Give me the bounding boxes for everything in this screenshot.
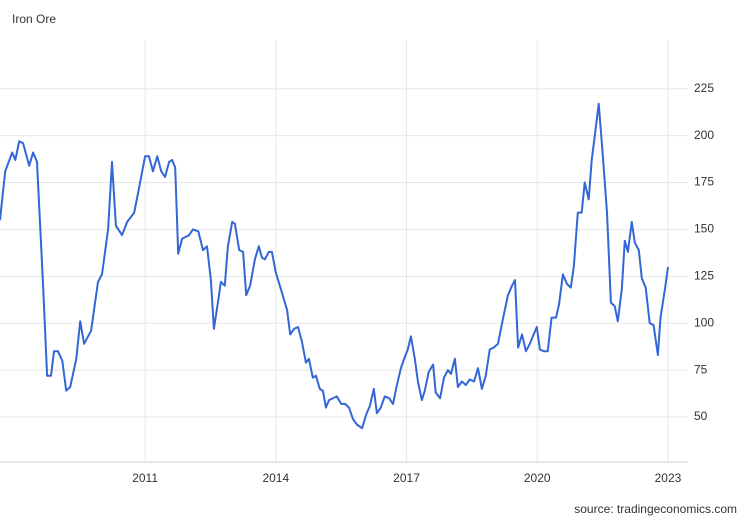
- x-tick-label: 2020: [524, 471, 551, 485]
- y-tick-label: 75: [694, 362, 708, 376]
- x-tick-label: 2017: [393, 471, 420, 485]
- y-tick-label: 200: [694, 128, 714, 142]
- source-note: source: tradingeconomics.com: [574, 502, 737, 516]
- y-tick-label: 175: [694, 175, 714, 189]
- x-tick-label: 2014: [262, 471, 289, 485]
- y-tick-label: 50: [694, 409, 708, 423]
- y-tick-label: 150: [694, 222, 714, 236]
- x-tick-label: 2011: [132, 471, 158, 485]
- x-tick-label: 2023: [655, 471, 682, 485]
- price-line: [0, 102, 669, 430]
- y-tick-label: 125: [694, 268, 714, 282]
- chart-title: Iron Ore: [12, 12, 56, 26]
- y-tick-label: 225: [694, 81, 714, 95]
- y-tick-label: 100: [694, 315, 714, 329]
